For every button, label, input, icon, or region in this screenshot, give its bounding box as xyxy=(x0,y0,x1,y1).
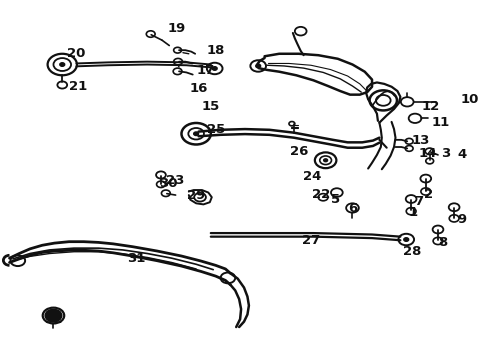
Text: 7: 7 xyxy=(414,195,423,208)
Text: 17: 17 xyxy=(197,64,215,77)
Text: 12: 12 xyxy=(421,100,440,113)
Text: 26: 26 xyxy=(290,145,308,158)
Circle shape xyxy=(324,159,328,162)
Text: 3: 3 xyxy=(441,147,450,159)
Text: 28: 28 xyxy=(403,245,421,258)
Text: 25: 25 xyxy=(207,123,225,136)
Text: 11: 11 xyxy=(431,116,449,129)
Text: 31: 31 xyxy=(127,252,146,265)
Text: 19: 19 xyxy=(168,22,186,35)
Circle shape xyxy=(212,67,217,70)
Text: 1: 1 xyxy=(409,206,418,219)
Text: 29: 29 xyxy=(187,189,205,202)
Text: 8: 8 xyxy=(438,236,447,249)
Text: 6: 6 xyxy=(348,202,357,215)
Text: 27: 27 xyxy=(302,234,320,247)
Circle shape xyxy=(194,132,198,135)
Text: 5: 5 xyxy=(331,193,340,206)
Circle shape xyxy=(60,63,65,66)
Text: 4: 4 xyxy=(458,148,467,161)
Text: 15: 15 xyxy=(202,100,220,113)
Text: 13: 13 xyxy=(412,134,430,147)
Circle shape xyxy=(404,238,409,241)
Text: 20: 20 xyxy=(67,47,86,60)
Text: 23: 23 xyxy=(167,174,185,186)
Text: 32: 32 xyxy=(44,313,63,327)
Text: 30: 30 xyxy=(159,177,177,190)
Text: 2: 2 xyxy=(424,188,433,201)
Text: 22: 22 xyxy=(312,188,330,201)
Circle shape xyxy=(256,64,261,68)
Circle shape xyxy=(46,310,61,321)
Text: 9: 9 xyxy=(458,213,467,226)
Text: 10: 10 xyxy=(461,93,479,106)
Text: 24: 24 xyxy=(303,170,321,183)
Text: 14: 14 xyxy=(419,147,438,159)
Text: 21: 21 xyxy=(69,80,87,93)
Text: 18: 18 xyxy=(206,44,225,57)
Text: 16: 16 xyxy=(190,82,208,95)
